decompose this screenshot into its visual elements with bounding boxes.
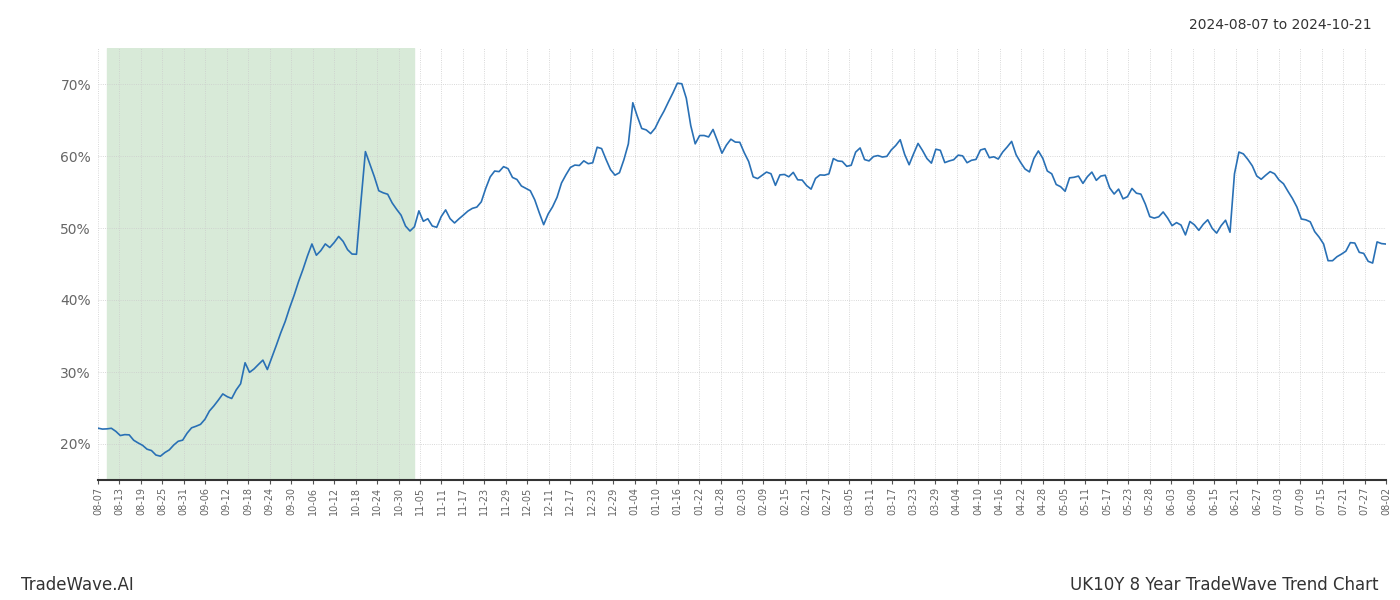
Text: 2024-08-07 to 2024-10-21: 2024-08-07 to 2024-10-21 [1190, 18, 1372, 32]
Bar [106, 48, 414, 480]
Text: UK10Y 8 Year TradeWave Trend Chart: UK10Y 8 Year TradeWave Trend Chart [1071, 576, 1379, 594]
Text: TradeWave.AI: TradeWave.AI [21, 576, 134, 594]
